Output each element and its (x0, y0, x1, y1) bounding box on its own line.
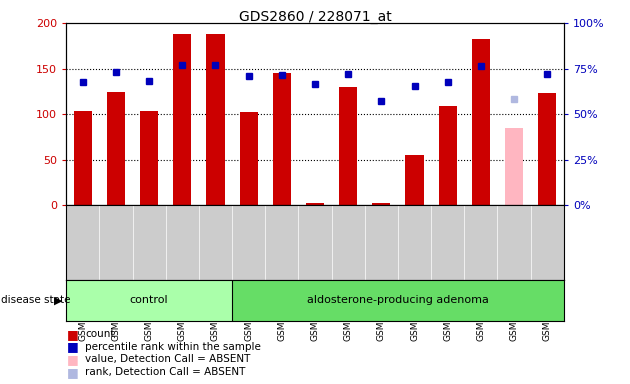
Text: percentile rank within the sample: percentile rank within the sample (85, 342, 261, 352)
Text: aldosterone-producing adenoma: aldosterone-producing adenoma (307, 295, 489, 306)
Text: control: control (130, 295, 168, 306)
Bar (239, 111, 258, 205)
Text: value, Detection Call = ABSENT: value, Detection Call = ABSENT (85, 354, 251, 364)
Bar (273, 73, 291, 205)
Text: rank, Detection Call = ABSENT: rank, Detection Call = ABSENT (85, 367, 246, 377)
Text: ■: ■ (67, 340, 78, 353)
Bar (74, 111, 92, 205)
Bar (406, 155, 423, 205)
Text: GDS2860 / 228071_at: GDS2860 / 228071_at (239, 10, 391, 23)
Bar (173, 34, 192, 205)
Bar (306, 203, 324, 205)
Bar (505, 128, 523, 205)
Bar (339, 87, 357, 205)
Text: ■: ■ (67, 353, 78, 366)
Bar (438, 106, 457, 205)
Text: ■: ■ (67, 366, 78, 379)
Bar (107, 92, 125, 205)
Bar (538, 93, 556, 205)
Text: ▶: ▶ (54, 295, 62, 306)
Bar (472, 40, 490, 205)
Text: count: count (85, 329, 115, 339)
Text: ■: ■ (67, 328, 78, 341)
FancyBboxPatch shape (66, 280, 232, 321)
Bar (207, 34, 224, 205)
Bar (372, 203, 391, 205)
Text: disease state: disease state (1, 295, 71, 306)
Bar (140, 111, 158, 205)
